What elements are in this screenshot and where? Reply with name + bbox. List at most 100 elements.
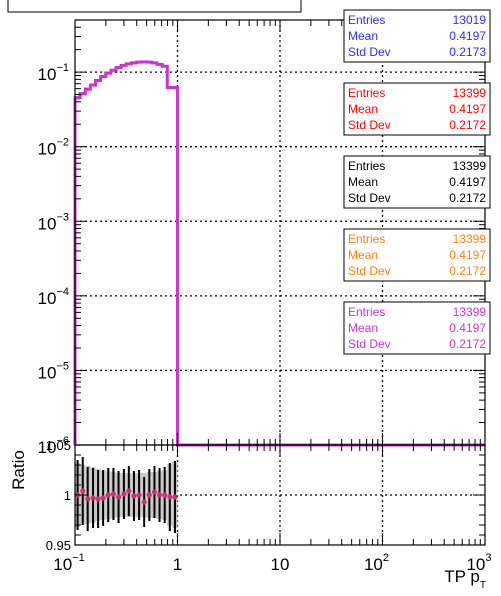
ratio-marker	[110, 491, 117, 497]
stats-entries-value: 13399	[453, 86, 487, 100]
x-tick-base: 1	[173, 555, 182, 574]
x-tick-labels: 10−1 1 10 102 103	[53, 552, 491, 574]
ratio-marker	[115, 494, 122, 500]
stats-entries-value: 13019	[453, 13, 487, 27]
stats-entries-label: Entries	[348, 159, 385, 173]
ratio-marker	[136, 492, 142, 498]
stats-box: Entries 13399 Mean 0.4197 Std Dev 0.2172	[343, 82, 491, 136]
main-y-tick-labels: 10−110−210−310−410−510−6	[38, 62, 69, 457]
ratio-y-tick-labels: 1.05 1 0.95	[46, 438, 71, 553]
main-y-tick-label: 10−4	[38, 286, 69, 308]
stats-entries-label: Entries	[348, 232, 385, 246]
main-y-tick-exponent: −4	[56, 286, 69, 298]
x-axis-title-subscript: T	[480, 580, 486, 591]
stats-std-dev-value: 0.2172	[449, 191, 486, 205]
x-tick-base: 10	[364, 555, 383, 574]
main-y-tick-exponent: −1	[56, 62, 69, 74]
stats-mean-label: Mean	[348, 175, 378, 189]
ratio-marker	[121, 491, 127, 497]
x-tick-base: 10	[53, 555, 72, 574]
stats-entries-value: 13399	[453, 159, 487, 173]
ratio-y-tick-label: 1.05	[46, 438, 71, 453]
x-axis-title-main: TP p	[444, 567, 480, 586]
stats-mean-value: 0.4197	[449, 248, 486, 262]
stats-box: Entries 13399 Mean 0.4197 Std Dev 0.2172	[343, 155, 491, 209]
main-histograms	[73, 60, 485, 447]
main-y-tick-exponent: −6	[56, 435, 69, 447]
ratio-marker	[126, 488, 132, 494]
main-y-tick-base: 10	[38, 65, 57, 84]
stats-std-dev-label: Std Dev	[348, 337, 391, 351]
stats-box-frame	[343, 82, 491, 136]
x-tick-exponent: 3	[485, 552, 491, 564]
title-box	[7, 0, 302, 13]
ratio-marker	[105, 492, 111, 498]
stats-entries-value: 13399	[453, 305, 487, 319]
stats-std-dev-label: Std Dev	[348, 191, 391, 205]
ratio-marker	[172, 494, 178, 500]
stats-entries-value: 13399	[453, 232, 487, 246]
stats-mean-label: Mean	[348, 248, 378, 262]
x-tick-label: 102	[364, 552, 389, 574]
main-y-tick-label: 10−1	[38, 62, 69, 84]
main-y-tick-label: 10−2	[38, 137, 69, 159]
x-axis-title: TP pT	[444, 567, 486, 591]
main-y-tick-label: 10−5	[38, 360, 69, 382]
stats-std-dev-value: 0.2172	[449, 337, 486, 351]
histogram-series	[73, 60, 485, 447]
stats-box: Entries 13399 Mean 0.4197 Std Dev 0.2172	[343, 301, 491, 355]
ratio-marker	[100, 495, 106, 501]
ratio-y-tick-label: 1	[64, 488, 71, 503]
stats-mean-label: Mean	[348, 29, 378, 43]
x-tick-label: 103	[466, 552, 491, 574]
main-y-tick-base: 10	[38, 289, 57, 308]
stats-mean-label: Mean	[348, 102, 378, 116]
main-y-tick-label: 10−3	[38, 211, 69, 233]
ratio-marker	[90, 495, 96, 501]
x-tick-label: 1	[173, 555, 182, 574]
x-tick-base: 10	[271, 555, 290, 574]
x-tick-base: 10	[466, 555, 485, 574]
x-tick-exponent: −1	[72, 552, 85, 564]
ratio-marker	[85, 496, 91, 502]
stats-mean-value: 0.4197	[449, 321, 486, 335]
stats-box-frame	[343, 228, 491, 282]
stats-std-dev-value: 0.2173	[449, 45, 486, 59]
ratio-marker	[141, 499, 147, 505]
ratio-marker	[95, 496, 101, 502]
main-y-tick-exponent: −5	[56, 360, 69, 372]
stats-boxes: Entries 13019 Mean 0.4197 Std Dev 0.2173 Entri…	[343, 9, 491, 355]
stats-std-dev-value: 0.2172	[449, 264, 486, 278]
ratio-y-tick-label: 0.95	[46, 538, 71, 553]
x-tick-exponent: 2	[383, 552, 389, 564]
x-tick-label: 10	[271, 555, 290, 574]
main-y-tick-label: 10−6	[38, 435, 69, 457]
stats-box-frame	[343, 155, 491, 209]
main-y-tick-exponent: −3	[56, 211, 69, 223]
stats-entries-label: Entries	[348, 13, 385, 27]
ratio-marker	[131, 493, 137, 499]
ratio-marker	[156, 492, 163, 498]
stats-std-dev-value: 0.2172	[449, 118, 486, 132]
x-tick-label: 10−1	[53, 552, 84, 574]
main-y-tick-exponent: −2	[56, 137, 69, 149]
stats-mean-label: Mean	[348, 321, 378, 335]
stats-std-dev-label: Std Dev	[348, 118, 391, 132]
ratio-marker	[167, 494, 173, 500]
stats-std-dev-label: Std Dev	[348, 264, 391, 278]
stats-entries-label: Entries	[348, 86, 385, 100]
main-y-tick-base: 10	[38, 140, 57, 159]
stats-box-frame	[343, 301, 491, 355]
stats-box: Entries 13399 Mean 0.4197 Std Dev 0.2172	[343, 228, 491, 282]
main-y-tick-base: 10	[38, 438, 57, 457]
stats-mean-value: 0.4197	[449, 175, 486, 189]
stats-mean-value: 0.4197	[449, 102, 486, 116]
main-y-tick-base: 10	[38, 214, 57, 233]
stats-entries-label: Entries	[348, 305, 385, 319]
stats-box: Entries 13019 Mean 0.4197 Std Dev 0.2173	[343, 9, 491, 63]
stats-box-frame	[343, 9, 491, 63]
ratio-marker	[146, 492, 152, 498]
ratio-y-axis-title: Ratio	[9, 450, 28, 490]
